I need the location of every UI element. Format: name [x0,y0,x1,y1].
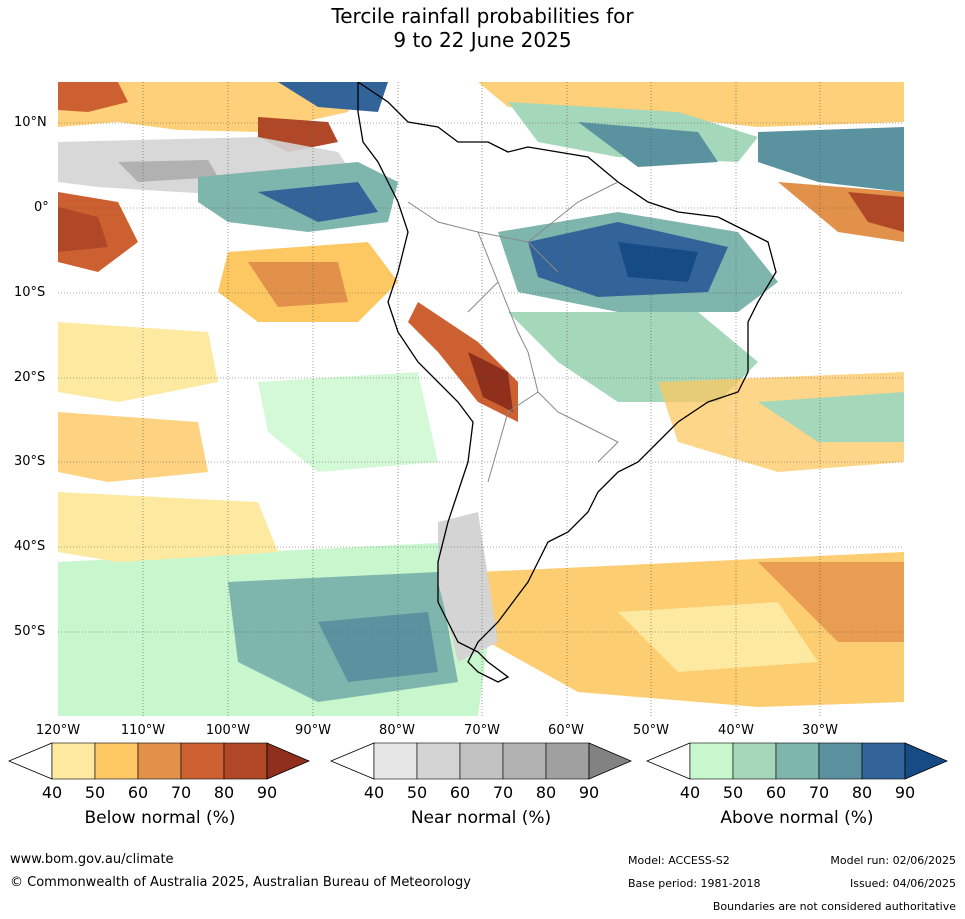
near-bar-segment [416,742,461,780]
above-tick-label: 80 [851,783,873,802]
below-bar-low-arrow [8,742,53,780]
above-normal-title: Above normal (%) [720,808,874,828]
footer-copyright: © Commonwealth of Australia 2025, Austra… [10,875,471,890]
lon-label-50w: 50°W [633,723,669,738]
above-tick-label: 60 [765,783,787,802]
near-bar-low-arrow [330,742,375,780]
below-bar-high-arrow [266,742,310,780]
footer-disclaimer: Boundaries are not considered authoritat… [712,900,956,913]
lon-label-90w: 90°W [295,723,331,738]
near-tick-label: 70 [492,783,514,802]
above-tick-label: 90 [894,783,916,802]
below-tick-label: 80 [213,783,235,802]
below-tick-label: 90 [256,783,278,802]
lon-label-40w: 40°W [718,723,754,738]
above-bar-segment [775,742,820,780]
above-tick-label: 50 [722,783,744,802]
near-normal-title: Near normal (%) [410,808,552,828]
near-bar-segment [373,742,418,780]
footer-model-run: Model run: 02/06/2025 [830,854,956,867]
near-bar-segment [545,742,590,780]
below-normal-colorbar [8,742,310,780]
lon-label-110w: 110°W [120,723,166,738]
title-line-1: Tercile rainfall probabilities for [331,4,634,28]
footer-base-period: Base period: 1981-2018 [628,877,761,890]
lon-label-60w: 60°W [548,723,584,738]
lat-label-10s: 10°S [14,285,46,300]
probability-fields [58,82,904,716]
lat-label-50s: 50°S [14,624,46,639]
above-bar-segment [689,742,734,780]
below-bar-segment [94,742,139,780]
below-bar-segment [51,742,96,780]
footer-issued: Issued: 04/06/2025 [849,877,956,890]
near-bar-segment [459,742,504,780]
above-bar-segment [818,742,863,780]
lon-label-100w: 100°W [205,723,251,738]
below-bar-segment [223,742,268,780]
lat-label-40s: 40°S [14,539,46,554]
lat-label-0: 0° [34,200,49,215]
gridlines [58,82,904,716]
country-borders [407,181,619,483]
above-bar-segment [861,742,906,780]
below-tick-label: 70 [170,783,192,802]
rainfall-map [58,82,904,716]
footer-model: Model: ACCESS-S2 [628,854,730,867]
title-line-2: 9 to 22 June 2025 [393,28,572,52]
below-tick-label: 50 [84,783,106,802]
near-tick-label: 90 [578,783,600,802]
above-tick-label: 70 [808,783,830,802]
above-bar-low-arrow [646,742,691,780]
chart-title: Tercile rainfall probabilities for 9 to … [0,4,965,52]
footer-url: www.bom.gov.au/climate [10,852,174,867]
near-bar-high-arrow [588,742,632,780]
below-bar-segment [180,742,225,780]
below-tick-label: 40 [41,783,63,802]
lon-label-70w: 70°W [464,723,500,738]
below-normal-title: Below normal (%) [84,808,236,828]
below-bar-segment [137,742,182,780]
lon-label-30w: 30°W [802,723,838,738]
lat-label-20s: 20°S [14,370,46,385]
lon-label-80w: 80°W [379,723,415,738]
above-normal-colorbar [646,742,948,780]
lon-label-120w: 120°W [35,723,81,738]
near-normal-colorbar [330,742,632,780]
above-tick-label: 40 [679,783,701,802]
lat-label-10n: 10°N [14,115,47,130]
near-tick-label: 50 [406,783,428,802]
near-tick-label: 80 [535,783,557,802]
above-bar-high-arrow [904,742,948,780]
below-tick-label: 60 [127,783,149,802]
above-bar-segment [732,742,777,780]
near-tick-label: 40 [363,783,385,802]
near-tick-label: 60 [449,783,471,802]
near-bar-segment [502,742,547,780]
lat-label-30s: 30°S [14,454,46,469]
